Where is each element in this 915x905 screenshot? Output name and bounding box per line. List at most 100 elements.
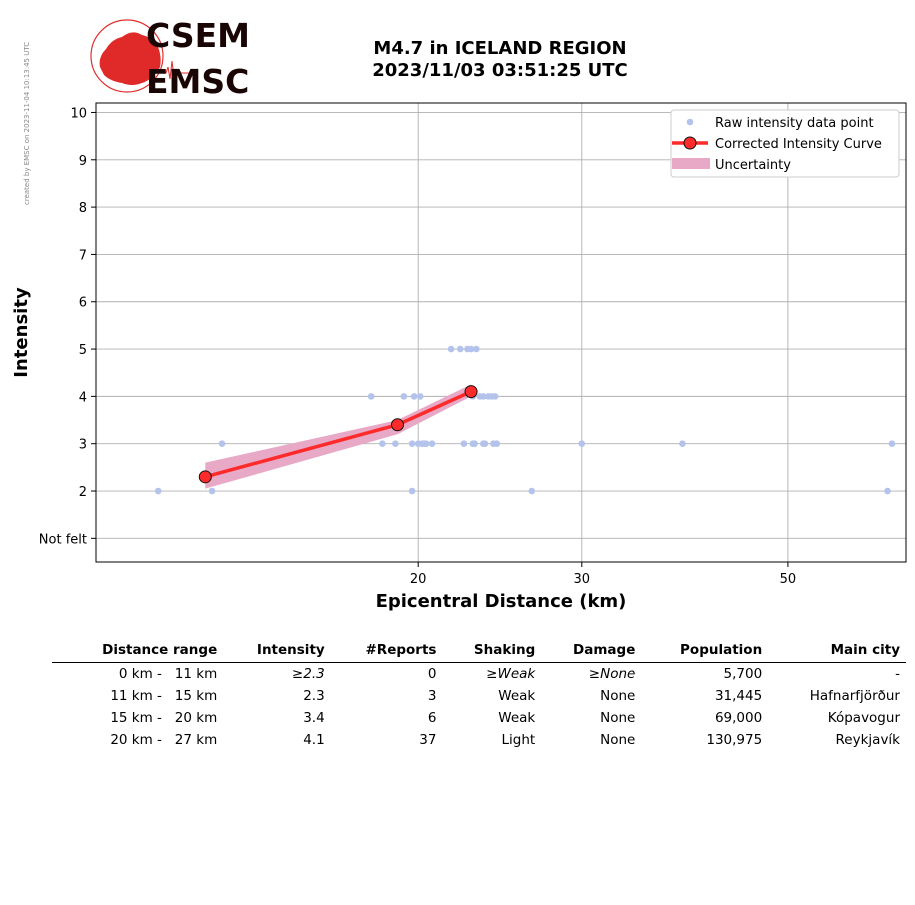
y-tick-label: 6 — [79, 296, 87, 311]
header-shaking: Shaking — [442, 640, 542, 663]
raw-data-point — [208, 487, 216, 495]
cell-intensity: 2.3 — [303, 688, 325, 704]
chart-title: M4.7 in ICELAND REGION — [373, 38, 627, 59]
legend: Raw intensity data point Corrected Intens… — [670, 109, 900, 178]
uncertainty-band-layer — [205, 384, 472, 489]
cell-shaking: Light — [501, 732, 536, 748]
chart-subtitle: 2023/11/03 03:51:25 UTC — [372, 60, 628, 81]
cell-city: - — [895, 666, 900, 682]
plot-frame — [95, 102, 907, 563]
raw-data-point — [408, 440, 416, 448]
cell-damage: None — [600, 710, 636, 726]
raw-data-point — [408, 487, 416, 495]
legend-entry: Uncertainty — [715, 158, 791, 173]
header-reports: #Reports — [330, 640, 443, 663]
y-tick-label: 7 — [79, 248, 87, 263]
cell-intensity: 4.1 — [303, 732, 325, 748]
header-main-city: Main city — [768, 640, 906, 663]
x-tick-label: 30 — [574, 572, 591, 587]
header-damage: Damage — [541, 640, 642, 663]
grid — [96, 103, 906, 562]
cell-reports: 6 — [427, 710, 437, 726]
cell-shaking: Weak — [498, 688, 536, 704]
cell-population: 69,000 — [714, 710, 763, 726]
x-tick-label: 20 — [410, 572, 427, 587]
legend-uncertainty-swatch — [672, 158, 710, 169]
emsc-logo: CSEM EMSC — [90, 17, 250, 99]
y-tick-label: 8 — [79, 201, 87, 216]
cell-range: 0 km - 11 km — [118, 666, 218, 682]
curve-point — [198, 470, 212, 484]
cell-damage: ≥None — [588, 666, 636, 682]
table-header-row: Distance range Intensity #Reports Shakin… — [52, 640, 906, 663]
raw-data-point — [884, 487, 891, 495]
raw-data-point — [392, 440, 399, 448]
cell-population: 5,700 — [723, 666, 763, 682]
raw-data-point — [473, 345, 480, 353]
raw-data-point — [400, 393, 408, 400]
y-tick-label: 3 — [79, 438, 87, 453]
curve-point — [390, 418, 404, 432]
cell-population: 31,445 — [714, 688, 763, 704]
cell-reports: 0 — [427, 666, 437, 682]
legend-entry: Corrected Intensity Curve — [715, 137, 882, 152]
cell-range: 11 km - 15 km — [110, 688, 218, 704]
cell-intensity: ≥2.3 — [291, 666, 325, 682]
y-tick-label: 4 — [79, 390, 87, 405]
raw-data-point — [379, 440, 386, 448]
cell-reports: 3 — [427, 688, 437, 704]
x-tick-label: 50 — [780, 572, 797, 587]
cell-reports: 37 — [419, 732, 437, 748]
raw-data-point — [218, 440, 226, 448]
raw-data-point — [367, 393, 375, 400]
raw-data-point — [528, 487, 536, 495]
intensity-table: Distance range Intensity #Reports Shakin… — [52, 640, 906, 751]
logo-emsc-text: EMSC — [146, 62, 249, 99]
raw-data-point — [457, 345, 464, 353]
europe-map-icon — [99, 32, 161, 85]
raw-data-point — [154, 487, 162, 495]
raw-data-point — [493, 440, 501, 448]
cell-intensity: 3.4 — [303, 710, 325, 726]
cell-city: Hafnarfjörður — [809, 688, 900, 704]
y-tick-label: 9 — [79, 154, 87, 169]
curve-layer — [198, 385, 478, 484]
raw-data-point — [467, 345, 475, 353]
raw-data-point — [578, 440, 586, 448]
legend-box — [670, 109, 900, 178]
y-tick-label: 2 — [79, 485, 87, 500]
header-population: Population — [641, 640, 769, 663]
raw-data-point — [491, 393, 499, 400]
cell-range: 20 km - 27 km — [110, 732, 218, 748]
table-row: 0 km - 11 km ≥2.3 0 ≥Weak ≥None 5,700 - — [52, 663, 906, 686]
raw-data-point — [410, 393, 418, 400]
x-axis-label: Epicentral Distance (km) — [376, 591, 627, 612]
cell-population: 130,975 — [706, 732, 763, 748]
raw-data-point — [416, 393, 424, 400]
table-row: 20 km - 27 km 4.1 37 Light None 130,975 … — [52, 729, 906, 751]
raw-data-point — [679, 440, 686, 448]
tick-layer: Not felt 2 3 4 5 6 7 8 9 10 20 30 50 — [39, 106, 796, 587]
y-tick-label: Not felt — [39, 532, 87, 547]
raw-data-point — [481, 440, 489, 448]
header-intensity: Intensity — [223, 640, 331, 663]
legend-entry: Raw intensity data point — [715, 116, 874, 131]
header-distance-range: Distance range — [52, 640, 224, 663]
raw-data-point — [422, 440, 430, 448]
raw-data-point — [471, 440, 478, 448]
cell-city: Kópavogur — [827, 710, 900, 726]
y-tick-label: 5 — [79, 343, 87, 358]
intensity-chart: Not felt 2 3 4 5 6 7 8 9 10 20 30 50 Epicentral Dist… — [11, 102, 907, 612]
table-row: 11 km - 15 km 2.3 3 Weak None 31,445 Haf… — [52, 685, 906, 707]
y-tick-label: 10 — [70, 106, 87, 121]
cell-shaking: ≥Weak — [486, 666, 536, 682]
cell-damage: None — [600, 732, 636, 748]
uncertainty-band — [205, 384, 472, 489]
cell-damage: None — [600, 688, 636, 704]
cell-city: Reykjavík — [835, 732, 900, 748]
raw-data-point — [479, 393, 487, 400]
raw-data-point — [460, 440, 468, 448]
raw-data-point — [447, 345, 455, 353]
cell-range: 15 km - 20 km — [110, 710, 218, 726]
legend-raw-marker — [686, 118, 694, 126]
